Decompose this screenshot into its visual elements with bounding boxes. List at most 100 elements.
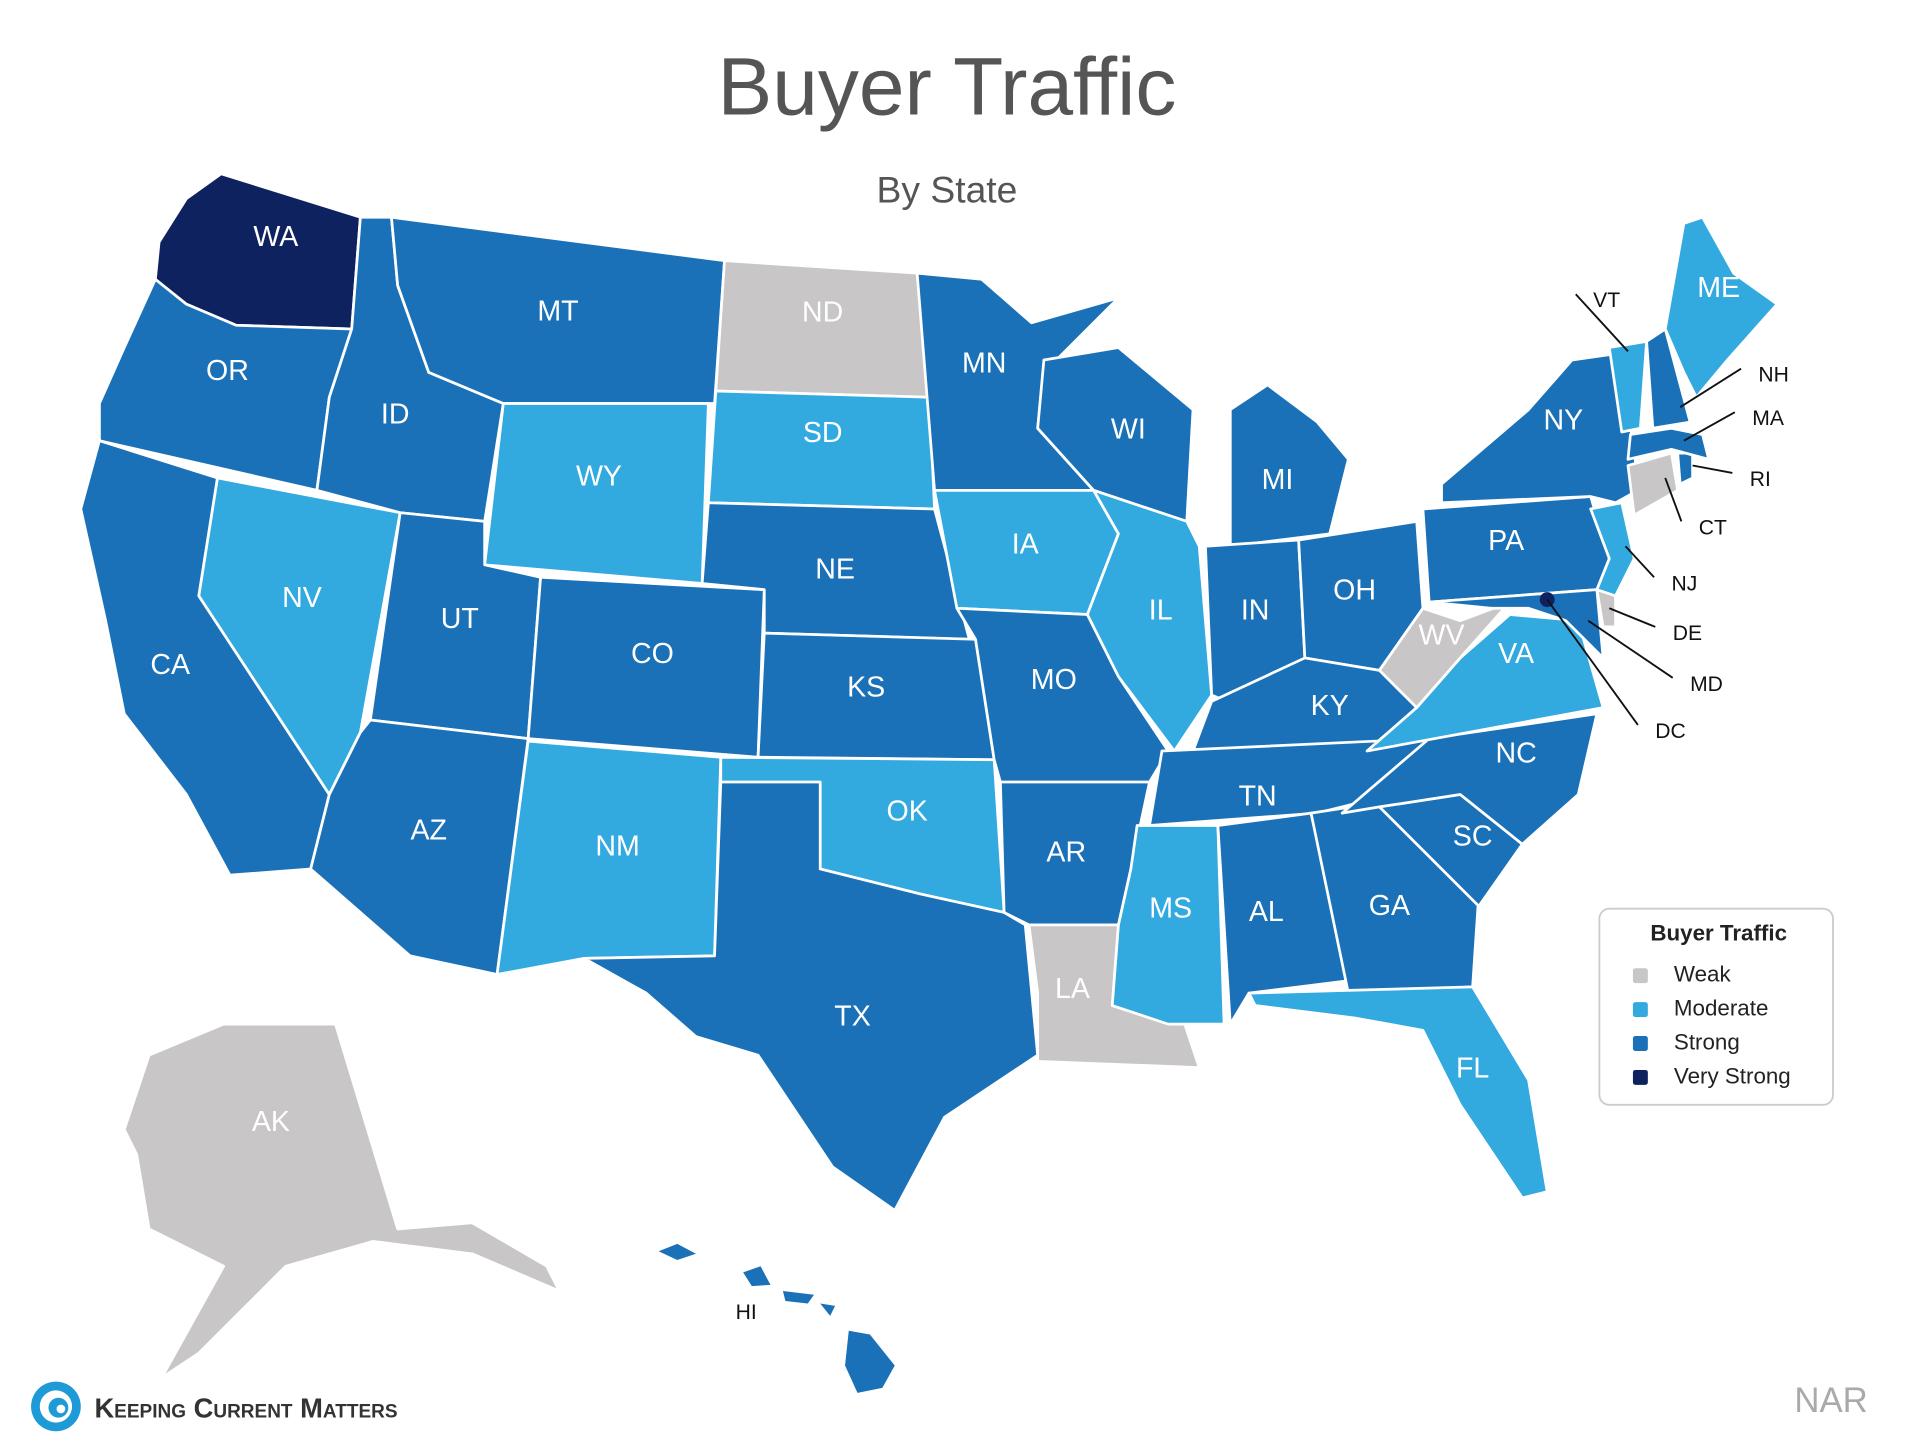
state-shape [1247,985,1549,1200]
state-shape [1607,340,1648,434]
state-label: MD [1690,673,1723,696]
state-shape [1595,588,1617,629]
state-shape [1663,215,1779,399]
state-dot [1539,592,1555,608]
legend-label: Weak [1674,962,1732,987]
source: NAR [1794,1382,1867,1420]
state-shape [845,1330,895,1393]
state-label: RI [1750,468,1771,491]
legend: Weak Moderate Strong Very Strong [1632,962,1791,1088]
subtitle: By State [877,168,1018,210]
state-label: AR [1046,837,1086,869]
state-label: DC [1655,720,1686,743]
legend-title: Buyer Traffic [1650,921,1787,946]
state-label: CO [631,638,674,670]
state-label: CA [150,649,190,681]
callout-line [1664,477,1683,522]
state-label: MS [1149,892,1192,924]
state-label: NJ [1671,572,1697,595]
callout-line [1692,464,1733,474]
state-label: PA [1488,525,1524,557]
title: Buyer Traffic [718,42,1177,133]
state-label: KS [847,672,885,704]
state-shape [582,780,1040,1212]
state-label: HI [736,1301,757,1324]
state-label: NY [1544,405,1584,437]
state-shape [1626,426,1711,461]
brand: Keeping Current Matters [94,1392,397,1423]
state-label: OH [1333,575,1376,607]
logo [31,1381,81,1432]
state-shape [714,259,931,399]
state-label: AL [1249,896,1284,928]
state-label: UT [441,603,479,635]
legend-swatch [1632,1002,1648,1018]
state-label: NE [815,554,855,586]
state-shape [1626,451,1680,517]
state-shape [820,1303,836,1316]
state-label: DE [1673,622,1702,645]
state-label: VA [1498,638,1534,670]
state-label: GA [1369,890,1410,922]
callout-line [1608,607,1656,628]
state-label: NH [1758,364,1789,387]
state-label: TN [1239,781,1277,813]
state-label: AZ [410,814,447,846]
state-label: MO [1031,664,1077,696]
state-label: SD [803,417,843,449]
state-label: OR [206,355,249,387]
state-label: IA [1012,529,1039,561]
state-label: MN [962,348,1006,380]
state-label: TX [834,1000,871,1032]
states [79,172,1779,1393]
state-label: MT [537,295,578,327]
state-shape [706,389,936,511]
legend-swatch [1632,968,1648,984]
state-label: MI [1262,464,1294,496]
state-label: ME [1697,272,1740,304]
state-label: NV [282,582,322,614]
state-label: ND [802,297,843,329]
state-label: NM [595,830,639,862]
state-label: AK [252,1106,290,1138]
state-label: MA [1752,407,1785,430]
legend-box [1598,907,1834,1106]
state-label: OK [887,796,928,828]
legend-label: Moderate [1674,996,1768,1021]
legend-swatch [1632,1069,1648,1085]
state-shape [483,402,710,585]
callout-line [1575,293,1629,352]
state-label: WA [253,221,298,253]
state-shape [122,1022,561,1380]
state-label: IL [1149,595,1173,627]
legend-label: Very Strong [1674,1063,1791,1088]
callout-line [1679,367,1742,408]
state-label: LA [1055,973,1090,1005]
state-label: ID [381,398,410,430]
state-label: WV [1419,619,1465,651]
legend-swatch [1632,1036,1648,1051]
callout-line [1683,411,1736,442]
legend-label: Strong [1674,1029,1740,1054]
callout-line [1587,619,1674,679]
state-label: KY [1311,690,1349,722]
callout-line [1624,545,1655,578]
state-shape [1645,327,1692,430]
state-label: NC [1495,737,1536,769]
state-label: IN [1241,595,1270,627]
state-shape [1216,811,1350,1026]
state-label: FL [1456,1053,1489,1085]
state-label: VT [1593,289,1620,312]
state-shape [1676,451,1694,486]
state-label: SC [1453,820,1493,852]
state-shape [743,1266,771,1287]
state-label: WY [576,460,622,492]
callout-line [1546,599,1639,726]
state-shape [782,1291,814,1304]
state-label: WI [1111,413,1146,445]
state-label: CT [1699,516,1727,539]
state-shape [658,1243,696,1260]
state-labels: WA OR CA NV ID MT WY UT AZ CO NM ND SD NE KS OK TX MN IA MO… [150,221,1789,1324]
